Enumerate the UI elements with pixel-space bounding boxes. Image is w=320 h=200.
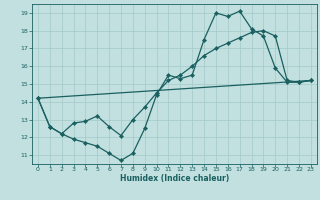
X-axis label: Humidex (Indice chaleur): Humidex (Indice chaleur) xyxy=(120,174,229,183)
